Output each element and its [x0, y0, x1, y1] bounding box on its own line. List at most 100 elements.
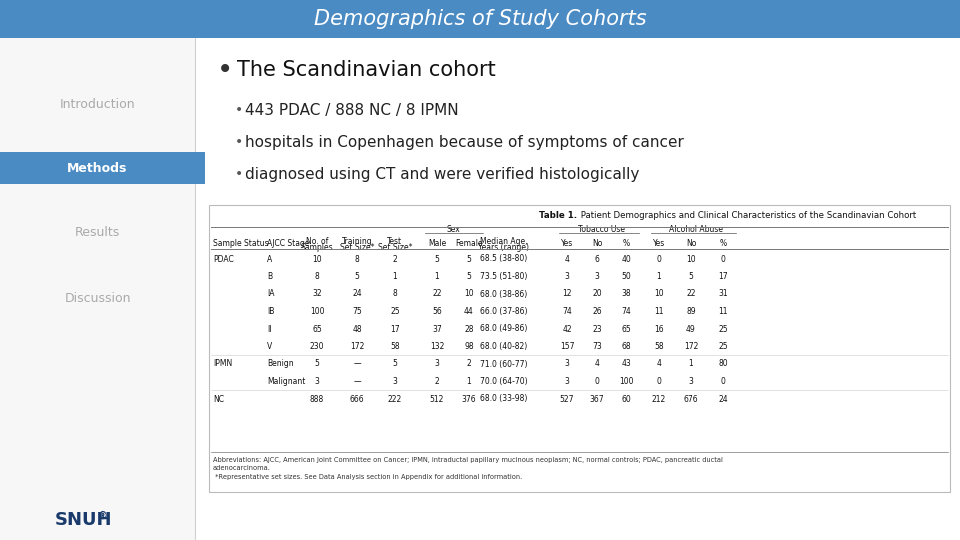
Text: Yes: Yes	[653, 240, 665, 248]
Text: 0: 0	[721, 377, 726, 386]
Text: 527: 527	[560, 395, 574, 403]
Text: Median Age,: Median Age,	[480, 237, 528, 246]
Text: 8: 8	[393, 289, 397, 299]
Text: No. of: No. of	[306, 237, 328, 246]
Text: Introduction: Introduction	[60, 98, 135, 111]
Text: 4: 4	[657, 360, 661, 368]
Text: —: —	[353, 360, 361, 368]
Text: 443 PDAC / 888 NC / 8 IPMN: 443 PDAC / 888 NC / 8 IPMN	[245, 103, 459, 118]
Text: 74: 74	[621, 307, 631, 316]
Text: —: —	[353, 377, 361, 386]
Text: 2: 2	[435, 377, 440, 386]
Text: 8: 8	[315, 272, 320, 281]
Text: *Representative set sizes. See Data Analysis section in Appendix for additional : *Representative set sizes. See Data Anal…	[213, 474, 522, 480]
Text: 3: 3	[435, 360, 440, 368]
Text: 40: 40	[621, 254, 631, 264]
Text: SNUH: SNUH	[55, 511, 112, 529]
Text: 3: 3	[393, 377, 397, 386]
Text: 24: 24	[352, 289, 362, 299]
Text: 10: 10	[654, 289, 663, 299]
Text: diagnosed using CT and were verified histologically: diagnosed using CT and were verified his…	[245, 166, 639, 181]
Text: 25: 25	[718, 325, 728, 334]
Text: 1: 1	[657, 272, 661, 281]
Text: 68.0 (40-82): 68.0 (40-82)	[480, 342, 528, 351]
Text: Results: Results	[75, 226, 120, 240]
Text: 3: 3	[594, 272, 599, 281]
Text: No: No	[591, 240, 602, 248]
Text: 212: 212	[652, 395, 666, 403]
Text: Tobacco Use: Tobacco Use	[578, 226, 625, 234]
Text: 8: 8	[354, 254, 359, 264]
Text: 17: 17	[718, 272, 728, 281]
Text: 3: 3	[315, 377, 320, 386]
Text: Years (range): Years (range)	[478, 242, 530, 252]
Text: 58: 58	[654, 342, 663, 351]
Text: IB: IB	[267, 307, 275, 316]
Text: ®: ®	[98, 511, 108, 521]
Text: IA: IA	[267, 289, 275, 299]
Text: 5: 5	[315, 360, 320, 368]
Text: 75: 75	[352, 307, 362, 316]
Text: 1: 1	[435, 272, 440, 281]
Text: 157: 157	[560, 342, 574, 351]
Text: 3: 3	[564, 377, 569, 386]
Bar	[0, 0, 960, 38]
Text: 20: 20	[592, 289, 602, 299]
Text: 16: 16	[654, 325, 663, 334]
Text: 48: 48	[352, 325, 362, 334]
Text: 5: 5	[467, 254, 471, 264]
Text: Yes: Yes	[561, 240, 573, 248]
Text: Sample Status: Sample Status	[213, 240, 269, 248]
Text: Set Size*: Set Size*	[340, 242, 374, 252]
Text: 68.0 (49-86): 68.0 (49-86)	[480, 325, 528, 334]
Text: 10: 10	[686, 254, 696, 264]
Text: II: II	[267, 325, 272, 334]
Text: Benign: Benign	[267, 360, 294, 368]
Text: 24: 24	[718, 395, 728, 403]
Text: 68.0 (38-86): 68.0 (38-86)	[480, 289, 528, 299]
Text: 22: 22	[432, 289, 442, 299]
Text: 31: 31	[718, 289, 728, 299]
Text: 65: 65	[621, 325, 631, 334]
Text: 70.0 (64-70): 70.0 (64-70)	[480, 377, 528, 386]
Bar	[0, 38, 195, 540]
Text: 5: 5	[354, 272, 359, 281]
Text: 0: 0	[721, 254, 726, 264]
Text: 676: 676	[684, 395, 698, 403]
Text: 1: 1	[393, 272, 397, 281]
Text: Table 1.: Table 1.	[540, 211, 578, 219]
Text: Abbreviations: AJCC, American Joint Committee on Cancer; IPMN, intraductal papil: Abbreviations: AJCC, American Joint Comm…	[213, 457, 723, 463]
Text: Samples: Samples	[300, 242, 333, 252]
Text: 68.5 (38-80): 68.5 (38-80)	[480, 254, 528, 264]
Text: 23: 23	[592, 325, 602, 334]
Text: 10: 10	[465, 289, 474, 299]
Text: 65: 65	[312, 325, 322, 334]
Text: The Scandinavian cohort: The Scandinavian cohort	[237, 60, 495, 80]
Text: 56: 56	[432, 307, 442, 316]
Text: 376: 376	[462, 395, 476, 403]
Text: 5: 5	[688, 272, 693, 281]
Text: 74: 74	[563, 307, 572, 316]
Text: PDAC: PDAC	[213, 254, 233, 264]
Text: 25: 25	[390, 307, 399, 316]
Text: 4: 4	[594, 360, 599, 368]
Text: 17: 17	[390, 325, 399, 334]
Text: 98: 98	[465, 342, 474, 351]
Text: 3: 3	[564, 272, 569, 281]
Text: 4: 4	[564, 254, 569, 264]
Text: •: •	[235, 103, 243, 117]
Text: 666: 666	[349, 395, 364, 403]
Text: 49: 49	[686, 325, 696, 334]
Text: 172: 172	[349, 342, 364, 351]
Text: 100: 100	[619, 377, 634, 386]
Text: Sex: Sex	[446, 226, 460, 234]
Text: 0: 0	[657, 254, 661, 264]
Text: •: •	[235, 167, 243, 181]
Text: 3: 3	[688, 377, 693, 386]
Bar	[0, 152, 205, 184]
Text: 42: 42	[563, 325, 572, 334]
Text: 66.0 (37-86): 66.0 (37-86)	[480, 307, 528, 316]
Text: 6: 6	[594, 254, 599, 264]
Text: 44: 44	[464, 307, 474, 316]
Text: 28: 28	[465, 325, 473, 334]
